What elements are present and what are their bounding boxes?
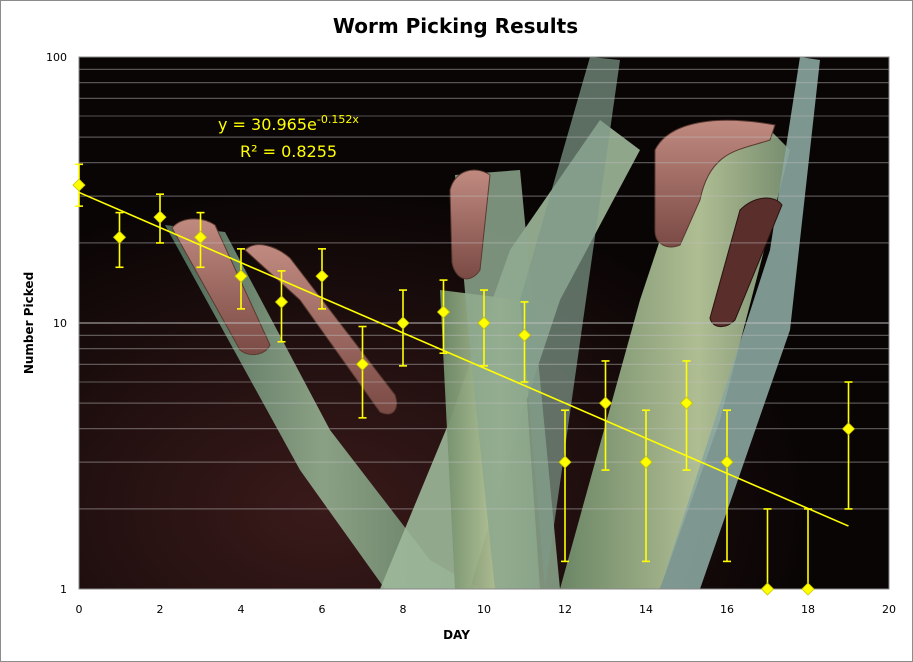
equation-exponent: -0.152x bbox=[317, 113, 359, 126]
x-axis-label: DAY bbox=[443, 628, 470, 642]
x-tick-label: 18 bbox=[801, 603, 815, 616]
y-tick-label: 100 bbox=[46, 51, 67, 64]
trendline-equation: y = 30.965e-0.152x bbox=[218, 113, 359, 134]
plot-border bbox=[78, 56, 890, 590]
data-point bbox=[558, 455, 572, 469]
data-point bbox=[801, 582, 815, 596]
data-point bbox=[193, 230, 208, 244]
data-point bbox=[72, 178, 86, 192]
x-ticks: 0 2 4 6 8 10 12 14 16 18 20 bbox=[76, 603, 897, 616]
data-point bbox=[720, 455, 734, 469]
trendline bbox=[78, 191, 849, 527]
data-point bbox=[234, 269, 248, 283]
data-point bbox=[760, 582, 775, 596]
data-point bbox=[517, 328, 532, 342]
y-ticks: 1 10 100 bbox=[46, 51, 67, 596]
r-squared-label: R² = 0.8255 bbox=[240, 142, 337, 161]
data-point bbox=[153, 210, 167, 224]
data-point bbox=[112, 230, 127, 244]
x-tick-label: 10 bbox=[477, 603, 491, 616]
data-point bbox=[436, 305, 451, 319]
data-point bbox=[274, 295, 289, 309]
data-point bbox=[639, 455, 653, 469]
data-point bbox=[355, 357, 370, 371]
data-point bbox=[598, 396, 613, 410]
x-tick-label: 2 bbox=[157, 603, 164, 616]
data-point bbox=[396, 316, 410, 330]
data-markers bbox=[72, 178, 856, 596]
data-point bbox=[477, 316, 491, 330]
x-tick-label: 6 bbox=[319, 603, 326, 616]
x-tick-label: 14 bbox=[639, 603, 653, 616]
equation-prefix: y = 30.965e bbox=[218, 115, 317, 134]
x-tick-label: 0 bbox=[76, 603, 83, 616]
x-tick-label: 20 bbox=[882, 603, 896, 616]
data-point bbox=[679, 396, 694, 410]
x-tick-label: 8 bbox=[400, 603, 407, 616]
x-tick-label: 4 bbox=[238, 603, 245, 616]
chart-title: Worm Picking Results bbox=[332, 14, 579, 38]
y-tick-label: 1 bbox=[60, 583, 67, 596]
y-tick-label: 10 bbox=[53, 317, 67, 330]
data-point bbox=[315, 269, 329, 283]
data-point bbox=[841, 422, 856, 436]
x-tick-label: 12 bbox=[558, 603, 572, 616]
x-tick-label: 16 bbox=[720, 603, 734, 616]
